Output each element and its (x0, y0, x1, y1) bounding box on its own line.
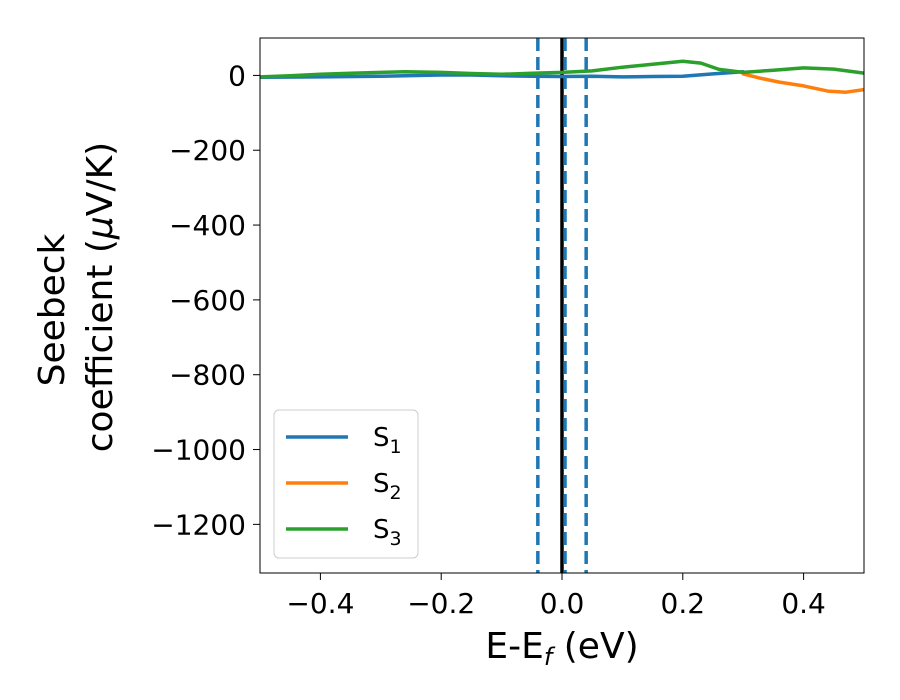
legend-label-s1: S1 (373, 423, 402, 458)
legend-label-s2: S2 (373, 469, 402, 504)
x-axis-ticks: −0.4 −0.2 0.0 0.2 0.4 (286, 573, 826, 620)
y-tick-label: −1200 (151, 508, 246, 541)
svg-text:coefficient (μV/K): coefficient (μV/K) (80, 142, 121, 452)
y-axis-label-line1: Seebeck (32, 233, 73, 386)
y-tick-label: 0 (228, 59, 246, 92)
series-line-s1 (260, 69, 745, 80)
series-line-s2 (741, 72, 864, 94)
svg-text:Seebeck: Seebeck (32, 233, 73, 386)
y-tick-label: −800 (169, 359, 246, 392)
legend: S1 S2 S3 (273, 409, 419, 559)
x-tick-label: −0.2 (407, 587, 475, 620)
x-axis-label: E-Ef (eV) (485, 626, 638, 671)
x-tick-label: −0.4 (286, 587, 354, 620)
y-tick-label: −200 (169, 134, 246, 167)
x-tick-label: 0.4 (781, 587, 826, 620)
y-tick-label: −1000 (151, 434, 246, 467)
series-line-s3 (260, 59, 864, 79)
y-axis-ticks: 0 −200 −400 −600 −800 −1000 −1200 (151, 59, 260, 541)
x-tick-label: 0.0 (540, 587, 585, 620)
x-tick-label: 0.2 (661, 587, 706, 620)
series-lines (260, 59, 864, 94)
reference-lines (536, 38, 588, 573)
legend-label-s3: S3 (373, 515, 402, 550)
y-axis-label: Seebeck coefficient (μV/K) (32, 142, 121, 452)
y-tick-label: −600 (169, 284, 246, 317)
y-tick-label: −400 (169, 209, 246, 242)
